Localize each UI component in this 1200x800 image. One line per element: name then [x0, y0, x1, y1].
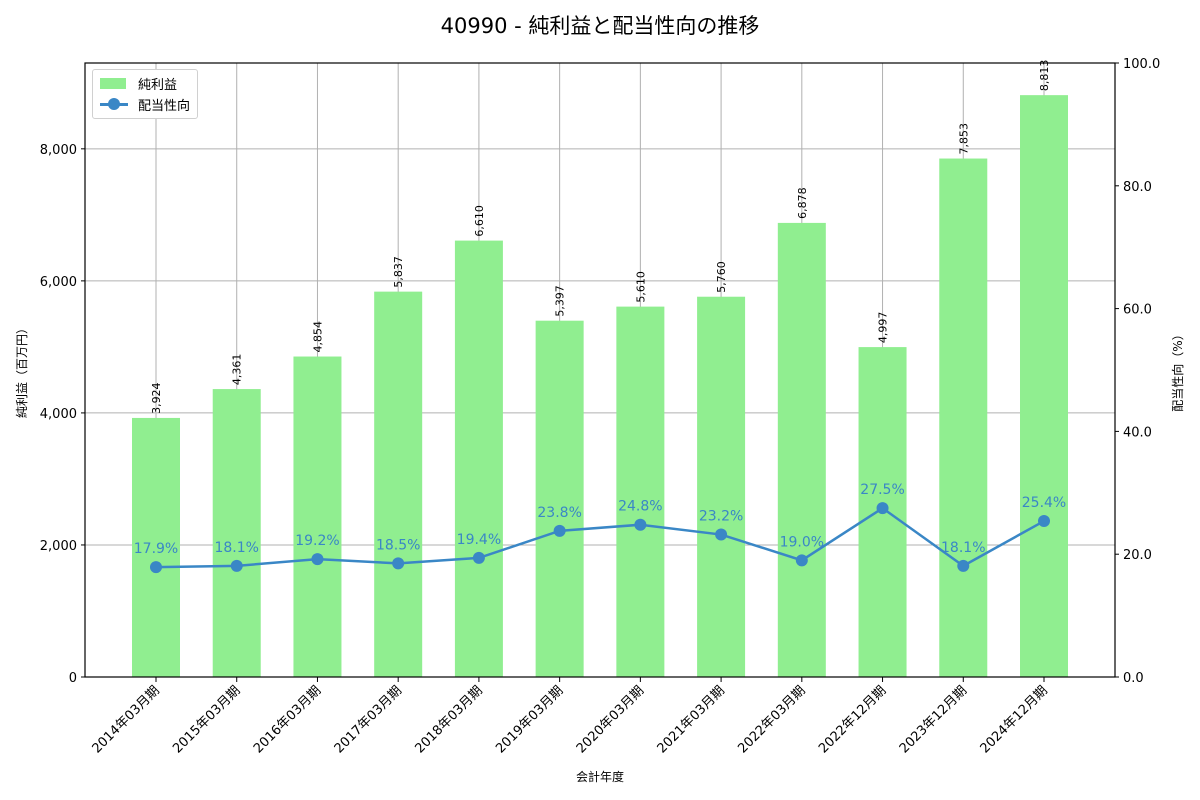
x-tick-label: 2015年03月期: [170, 683, 243, 756]
line-marker: [230, 559, 243, 572]
bar-value-label: 5,397: [554, 285, 567, 317]
y-axis-left-label: 純利益（百万円）: [15, 322, 29, 418]
line-marker: [150, 561, 162, 574]
line-value-label: 19.0%: [780, 534, 824, 550]
line-marker: [634, 518, 647, 531]
bar: [697, 296, 746, 677]
line-marker: [311, 553, 324, 566]
line-value-label: 24.8%: [618, 499, 662, 515]
bar-value-label: 7,853: [957, 123, 970, 155]
bar: [535, 320, 584, 677]
line-marker: [1038, 515, 1050, 528]
line-value-label: 18.1%: [214, 540, 258, 556]
bar: [939, 158, 988, 678]
x-tick-label: 2016年03月期: [251, 683, 324, 756]
bar: [374, 291, 423, 677]
bar: [777, 222, 826, 677]
legend-item-line: 配当性向: [100, 95, 191, 114]
line-marker-swatch-icon: [100, 98, 128, 110]
bar-series: [132, 95, 1068, 678]
legend-line-label: 配当性向: [138, 98, 191, 114]
x-tick-label: 2022年03月期: [735, 683, 808, 756]
y-left-tick-label: 4,000: [40, 407, 77, 422]
line-marker: [553, 524, 566, 537]
bar: [132, 417, 180, 677]
legend-bar-label: 純利益: [138, 77, 178, 93]
x-axis-label: 会計年度: [576, 769, 624, 784]
line-series: 17.9% 18.1% 19.2% 18.5% 19.4% 23.8% 24.8% 23.2%…: [134, 482, 1066, 574]
bar-value-label: 4,854: [311, 321, 324, 353]
line-marker: [957, 559, 970, 572]
x-tick-label: 2020年03月期: [574, 683, 647, 756]
x-tick-label: 2023年12月期: [897, 683, 970, 756]
x-tick-label: 2017年03月期: [332, 683, 405, 756]
payout-ratio-line: [155, 506, 1045, 569]
bar-value-label: 6,878: [796, 187, 809, 219]
y-right-tick-label: 0.0: [1123, 671, 1144, 686]
y-axis-right-label: 配当性向（%）: [1170, 328, 1185, 411]
line-marker: [795, 554, 808, 567]
line-value-label: 27.5%: [860, 482, 904, 498]
line-value-label: 25.4%: [1022, 495, 1066, 511]
bar-value-label: 4,361: [231, 354, 244, 386]
y-left-tick-label: 0: [69, 671, 77, 686]
bar: [454, 240, 503, 678]
bar-value-label: 3,924: [150, 382, 163, 414]
y-right-tick-label: 80.0: [1123, 180, 1152, 195]
y-right-tick-label: 100.0: [1123, 57, 1160, 72]
line-value-label: 19.2%: [295, 533, 339, 549]
bar: [1020, 95, 1068, 678]
legend-item-bar: 純利益: [100, 74, 178, 93]
y-left-tick-label: 6,000: [40, 275, 77, 290]
x-tick-label: 2019年03月期: [493, 683, 566, 756]
chart-title: 40990 - 純利益と配当性向の推移: [440, 14, 760, 38]
bar-value-label: 5,760: [715, 261, 728, 293]
y-right-tick-label: 60.0: [1123, 303, 1152, 318]
y-left-tick-label: 8,000: [40, 143, 77, 158]
bar: [212, 389, 261, 677]
axes: 0 2,000 4,000 6,000 8,000 0.0 20.0 40.0 60.0 80.0…: [40, 57, 1160, 757]
y-right-tick-label: 20.0: [1123, 548, 1152, 563]
bar: [293, 356, 342, 677]
line-value-label: 18.1%: [941, 540, 985, 556]
line-marker: [876, 502, 889, 515]
x-tick-label: 2021年03月期: [655, 683, 728, 756]
bar: [616, 306, 665, 677]
line-value-label: 23.8%: [537, 505, 581, 521]
x-tick-label: 2018年03月期: [412, 683, 485, 756]
y-left-tick-label: 2,000: [40, 539, 77, 554]
x-tick-label: 2014年03月期: [90, 683, 163, 756]
bar-value-label: 5,610: [634, 271, 647, 303]
bar-swatch-icon: [100, 77, 126, 89]
x-tick-label: 2022年12月期: [816, 683, 889, 756]
legend: 純利益 配当性向: [92, 69, 198, 119]
bar-value-labels: 3,924 4,361 4,854 5,837 6,610 5,397 5,610 5,760…: [150, 60, 1051, 414]
line-marker: [392, 557, 405, 570]
line-marker: [472, 551, 485, 564]
x-tick-label: 2024年12月期: [978, 683, 1051, 756]
line-value-label: 17.9%: [134, 541, 178, 557]
bar-value-label: 5,837: [392, 256, 405, 288]
line-value-label: 23.2%: [699, 509, 743, 525]
y-right-tick-label: 40.0: [1123, 425, 1152, 440]
bar-value-label: 4,997: [877, 312, 890, 344]
bar-value-label: 8,813: [1038, 60, 1051, 92]
bar-value-label: 6,610: [473, 205, 486, 237]
line-value-label: 18.5%: [376, 537, 420, 553]
line-value-label: 19.4%: [457, 532, 501, 548]
line-marker: [715, 528, 728, 541]
